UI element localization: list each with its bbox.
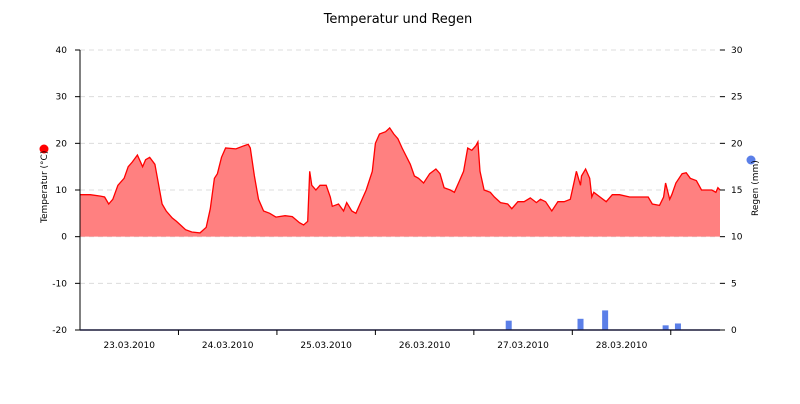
rain-bar (662, 325, 669, 330)
y-right-tick-label: 15 (731, 186, 742, 196)
y-left-tick-label: 30 (56, 93, 68, 103)
x-tick-label: 23.03.2010 (103, 341, 155, 351)
temperature-line (80, 126, 721, 234)
temperature-fill (80, 127, 720, 237)
y-right-tick-label: 25 (731, 93, 742, 103)
x-tick-label: 25.03.2010 (300, 341, 352, 351)
chart-title: Temperatur und Regen (323, 12, 473, 27)
y-left-tick-label: -10 (52, 279, 67, 289)
x-tick-label: 28.03.2010 (596, 341, 648, 351)
rain-bar (577, 318, 584, 330)
rain-bars (505, 310, 681, 330)
y-right-tick-label: 10 (731, 233, 743, 243)
x-tick-label: 26.03.2010 (399, 341, 451, 351)
y-right-tick-label: 30 (731, 46, 743, 56)
y-right-tick-label: 0 (731, 326, 737, 336)
y-left-tick-label: 10 (56, 186, 68, 196)
rain-bar (602, 310, 609, 330)
y-right-tick-label: 5 (731, 279, 737, 289)
right-axis-title: Regen (mm) (746, 155, 761, 216)
left-axis-title: Temperatur (°C) (39, 144, 50, 224)
x-tick-label: 27.03.2010 (497, 341, 549, 351)
rain-legend-dot (746, 155, 756, 165)
y-left-tick-label: 0 (61, 233, 67, 243)
axes: -20 -10 0 10 20 30 40 0 5 10 15 20 25 30 23.03.2010 24.… (52, 46, 742, 351)
y-left-tick-label: -20 (52, 326, 67, 336)
temperature-area (80, 126, 721, 237)
temperature-legend-dot (39, 144, 49, 154)
rain-bar (674, 323, 681, 330)
x-tick-label: 24.03.2010 (202, 341, 254, 351)
rain-bar (505, 320, 512, 330)
y-left-tick-label: 20 (56, 139, 68, 149)
y-left-tick-label: 40 (56, 46, 68, 56)
y-left-label: Temperatur (°C) (40, 151, 50, 224)
y-right-tick-label: 20 (731, 139, 743, 149)
y-right-label: Regen (mm) (751, 160, 761, 216)
